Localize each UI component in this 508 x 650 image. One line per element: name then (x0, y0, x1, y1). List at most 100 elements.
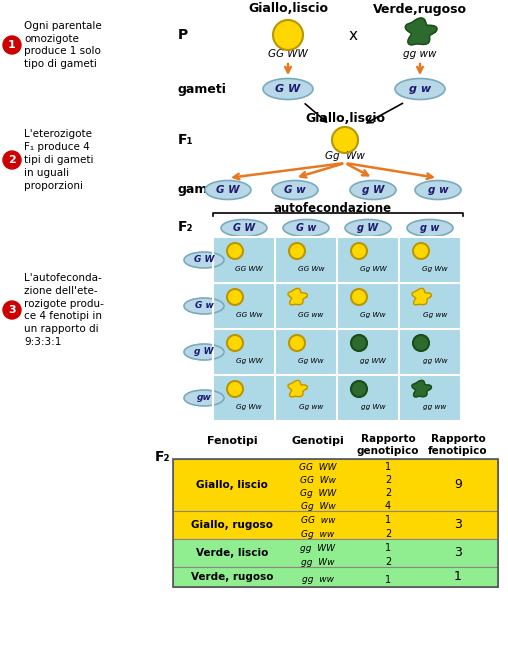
Text: GG  WW: GG WW (299, 463, 337, 472)
Text: Verde,rugoso: Verde,rugoso (373, 3, 467, 16)
Text: F₁: F₁ (178, 133, 194, 147)
Text: G w: G w (296, 223, 316, 233)
Text: g w: g w (428, 185, 449, 195)
Text: Gg Ww: Gg Ww (298, 358, 324, 364)
Polygon shape (288, 289, 307, 305)
Text: Gg Ww: Gg Ww (422, 266, 448, 272)
Text: gw: gw (197, 393, 211, 402)
Text: 2: 2 (385, 488, 391, 499)
Text: 1: 1 (385, 515, 391, 525)
Text: Gg  WW: Gg WW (300, 489, 336, 498)
Text: Gg WW: Gg WW (236, 358, 262, 364)
Text: G w: G w (284, 185, 306, 195)
Text: L'autofeconda-
zione dell'ete-
rozigote produ-
ce 4 fenotipi in
un rapporto di
9: L'autofeconda- zione dell'ete- rozigote … (24, 273, 104, 347)
Text: P: P (178, 28, 188, 42)
Text: Gg ww: Gg ww (423, 312, 447, 318)
Text: gg ww: gg ww (403, 49, 437, 59)
Text: gg WW: gg WW (360, 358, 386, 364)
FancyBboxPatch shape (213, 237, 461, 421)
Text: Giallo,liscio: Giallo,liscio (248, 3, 328, 16)
Circle shape (351, 243, 367, 259)
Text: GG WW: GG WW (268, 49, 308, 59)
Text: Rapporto
fenotipico: Rapporto fenotipico (428, 434, 488, 456)
Text: 1: 1 (8, 40, 16, 50)
Text: gg  WW: gg WW (301, 543, 335, 552)
Text: g w: g w (409, 84, 431, 94)
Text: 9: 9 (454, 478, 462, 491)
Text: Fenotipi: Fenotipi (207, 436, 258, 446)
Text: 1: 1 (385, 575, 391, 585)
Text: gameti: gameti (178, 183, 227, 196)
Text: GG ww: GG ww (298, 312, 324, 318)
Circle shape (227, 335, 243, 351)
Text: Gg WW: Gg WW (360, 266, 387, 272)
Text: Giallo,liscio: Giallo,liscio (305, 112, 385, 125)
Text: GG Ww: GG Ww (236, 312, 262, 318)
Text: Ogni parentale
omozigote
produce 1 solo
tipo di gameti: Ogni parentale omozigote produce 1 solo … (24, 21, 102, 69)
Text: g W: g W (362, 185, 384, 195)
Text: gameti: gameti (178, 83, 227, 96)
Circle shape (351, 289, 367, 305)
Text: Gg Ww: Gg Ww (236, 404, 262, 410)
Circle shape (227, 289, 243, 305)
Ellipse shape (205, 181, 251, 200)
Ellipse shape (283, 220, 329, 237)
FancyBboxPatch shape (173, 459, 498, 511)
Text: Genotipi: Genotipi (292, 436, 344, 446)
Text: 2: 2 (385, 529, 391, 539)
Circle shape (351, 335, 367, 351)
Text: g W: g W (358, 223, 378, 233)
Ellipse shape (184, 390, 224, 406)
Text: Giallo, liscio: Giallo, liscio (196, 480, 268, 490)
Text: 2: 2 (385, 475, 391, 486)
Text: Gg  Ww: Gg Ww (325, 151, 365, 161)
Ellipse shape (407, 220, 453, 237)
Circle shape (289, 335, 305, 351)
Text: Verde, rugoso: Verde, rugoso (190, 572, 273, 582)
Text: GG  ww: GG ww (301, 515, 335, 525)
Circle shape (332, 127, 358, 153)
Polygon shape (412, 289, 431, 305)
Text: Gg Ww: Gg Ww (360, 312, 386, 318)
Text: Verde, liscio: Verde, liscio (196, 548, 268, 558)
Circle shape (289, 243, 305, 259)
Circle shape (3, 301, 21, 319)
Text: 3: 3 (8, 305, 16, 315)
Ellipse shape (263, 79, 313, 99)
Text: GG Ww: GG Ww (298, 266, 324, 272)
Text: Gg  ww: Gg ww (301, 530, 335, 539)
Text: gg ww: gg ww (423, 404, 447, 410)
Text: 4: 4 (385, 501, 391, 512)
Text: G w: G w (195, 302, 213, 311)
Ellipse shape (395, 79, 445, 99)
Text: g W: g W (194, 348, 214, 356)
Text: gg  Ww: gg Ww (301, 558, 335, 567)
Circle shape (413, 335, 429, 351)
Polygon shape (405, 18, 437, 45)
Text: Giallo, rugoso: Giallo, rugoso (191, 520, 273, 530)
Text: 2: 2 (8, 155, 16, 165)
Text: 1: 1 (385, 462, 391, 473)
Text: F₂: F₂ (178, 220, 194, 234)
Text: G W: G W (233, 223, 255, 233)
Circle shape (351, 381, 367, 397)
Text: Gg  Ww: Gg Ww (301, 502, 335, 511)
Text: F₂: F₂ (155, 450, 171, 464)
Polygon shape (412, 380, 431, 397)
Text: autofecondazione: autofecondazione (274, 203, 392, 216)
Circle shape (227, 381, 243, 397)
Text: g w: g w (420, 223, 440, 233)
Circle shape (413, 243, 429, 259)
Text: L'eterozigote
F₁ produce 4
tipi di gameti
in uguali
proporzioni: L'eterozigote F₁ produce 4 tipi di gamet… (24, 129, 93, 190)
Ellipse shape (350, 181, 396, 200)
Text: G W: G W (194, 255, 214, 265)
Text: GG  Ww: GG Ww (300, 476, 336, 485)
Polygon shape (288, 380, 307, 397)
Circle shape (3, 151, 21, 169)
Text: gg  ww: gg ww (302, 575, 334, 584)
Text: 3: 3 (454, 519, 462, 532)
Text: gg Ww: gg Ww (361, 404, 385, 410)
FancyBboxPatch shape (173, 539, 498, 567)
Text: 1: 1 (385, 543, 391, 553)
Text: 3: 3 (454, 547, 462, 560)
